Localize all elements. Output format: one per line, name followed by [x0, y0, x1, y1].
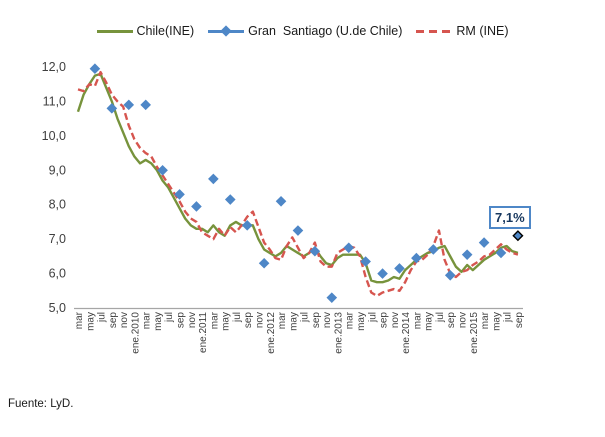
x-tick-label: mar — [277, 311, 288, 329]
diamond-marker — [224, 194, 236, 205]
x-tick-label: mar — [74, 311, 85, 329]
x-tick-label: ene.2015 — [469, 312, 480, 354]
x-tick-label: ene.2011 — [198, 312, 209, 353]
x-tick-label: sep — [514, 312, 525, 329]
x-tick-label: sep — [446, 312, 457, 329]
y-tick-label: 8,0 — [49, 198, 66, 212]
x-tick-label: ene.2013 — [333, 312, 344, 354]
diamond-marker — [123, 99, 135, 111]
x-tick-label: jul — [232, 312, 243, 323]
gran-santiago-diamond-part — [220, 25, 232, 37]
x-tick-label: may — [153, 312, 164, 331]
x-tick-label: ene.2010 — [130, 312, 141, 354]
highlighted-diamond-marker — [512, 230, 524, 242]
x-tick-label: may — [424, 312, 435, 331]
diamond-marker — [394, 263, 405, 274]
diamond-marker — [343, 242, 355, 254]
legend-item-gran-santiago: Gran Santiago (U.de Chile) — [208, 24, 402, 38]
diamond-marker — [360, 256, 371, 267]
diamond-marker — [208, 173, 219, 185]
legend-item-rm-ine: RM (INE) — [416, 24, 508, 38]
x-tick-label: nov — [458, 312, 469, 328]
diamond-marker — [140, 99, 151, 111]
x-tick-label: mar — [345, 311, 356, 329]
x-tick-label: nov — [390, 312, 401, 328]
y-tick-label: 9,0 — [49, 163, 66, 177]
diamond-marker — [258, 257, 270, 269]
diamond-marker — [157, 164, 168, 176]
diamond-marker — [478, 237, 490, 248]
x-tick-label: jul — [503, 312, 514, 323]
source-note: Fuente: LyD. — [8, 398, 74, 410]
x-tick-label: ene.2014 — [401, 312, 412, 354]
diamond-marker — [444, 269, 456, 281]
x-tick-label: may — [356, 312, 367, 331]
x-tick-label: may — [491, 312, 502, 331]
gran-santiago-diamond-swatch-icon — [208, 25, 245, 37]
x-tick-label: mar — [412, 311, 423, 329]
x-tick-label: jul — [300, 312, 311, 323]
x-tick-label: mar — [142, 311, 153, 329]
y-tick-label: 10,0 — [42, 129, 66, 143]
diamond-marker — [377, 268, 388, 279]
diamond-marker — [275, 195, 287, 207]
legend-item-chile-ine: Chile(INE) — [96, 24, 195, 38]
y-tick-label: 7,0 — [49, 232, 66, 246]
diamond-marker — [428, 244, 439, 255]
y-tick-label: 6,0 — [49, 267, 66, 281]
x-tick-label: sep — [311, 312, 322, 329]
diamond-marker — [191, 201, 202, 212]
series-line-chile — [76, 72, 519, 284]
x-tick-label: may — [85, 312, 96, 331]
x-tick-label: mar — [480, 311, 491, 329]
x-tick-label: jul — [435, 312, 446, 323]
diamond-marker — [174, 189, 185, 200]
series-line-rm — [77, 70, 519, 298]
x-tick-label: sep — [176, 312, 187, 329]
legend-label-rm: RM (INE) — [456, 24, 509, 38]
y-tick-label: 12,0 — [42, 60, 66, 74]
x-tick-label: mar — [209, 311, 220, 329]
diamond-marker — [495, 247, 507, 259]
diamond-marker — [309, 245, 321, 257]
x-tick-label: jul — [164, 312, 175, 323]
diamond-marker — [241, 220, 253, 231]
diamond-marker — [106, 103, 118, 114]
chile-line-swatch-icon — [96, 29, 133, 33]
x-tick-label: jul — [367, 312, 378, 323]
x-tick-label: may — [288, 312, 299, 331]
legend-label-gran-santiago: Gran Santiago (U.de Chile) — [248, 24, 403, 38]
x-tick-label: may — [221, 312, 232, 331]
x-tick-label: sep — [379, 312, 390, 329]
x-tick-label: sep — [243, 312, 254, 329]
x-tick-label: nov — [119, 312, 130, 328]
diamond-marker — [411, 252, 422, 264]
x-tick-label: ene.2012 — [266, 312, 277, 354]
x-tick-label: nov — [322, 312, 333, 328]
diamond-marker — [292, 225, 304, 236]
y-tick-label: 5,0 — [49, 301, 66, 315]
x-tick-label: sep — [108, 312, 119, 329]
x-tick-label: jul — [97, 312, 108, 323]
diamond-marker — [326, 292, 338, 303]
legend-label-chile: Chile(INE) — [136, 24, 195, 38]
rm-dashed-line-swatch-icon — [416, 29, 453, 33]
diamond-marker — [461, 249, 473, 260]
x-tick-label: nov — [254, 312, 265, 328]
diamond-marker — [89, 63, 101, 75]
y-tick-label: 11,0 — [43, 94, 66, 108]
data-label-callout: 7,1% — [489, 206, 531, 229]
x-tick-label: nov — [187, 312, 198, 328]
chart-legend: Chile(INE) Gran Santiago (U.de Chile) RM… — [0, 24, 605, 38]
